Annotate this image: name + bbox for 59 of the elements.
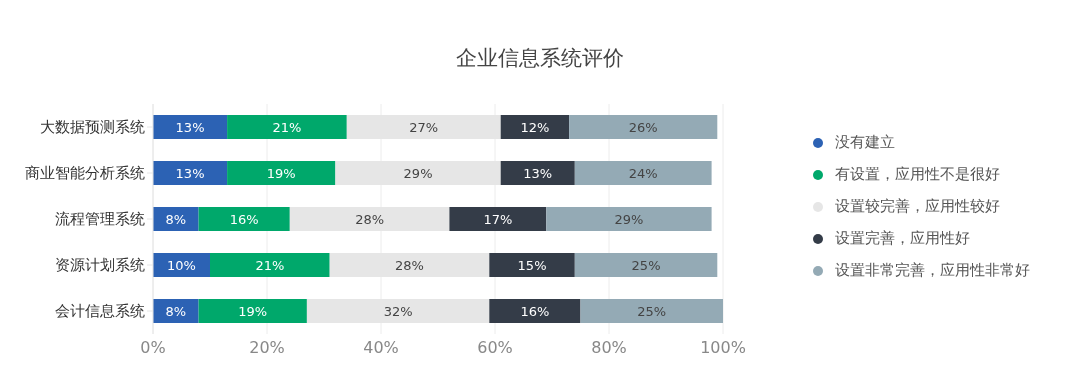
data-label: 8% — [165, 211, 187, 227]
data-label: 24% — [628, 165, 658, 181]
bar — [227, 115, 347, 139]
data-label: 26% — [628, 119, 658, 135]
data-label: 13% — [175, 119, 205, 135]
y-tick-label: 会计信息系统 — [55, 302, 145, 321]
bar — [569, 115, 718, 139]
y-tick-label: 资源计划系统 — [55, 256, 145, 275]
data-label: 25% — [631, 257, 661, 273]
data-label: 8% — [165, 303, 187, 319]
bar — [153, 115, 228, 139]
data-label: 27% — [409, 119, 439, 135]
bar — [574, 161, 712, 185]
bar — [500, 115, 570, 139]
data-label: 13% — [175, 165, 205, 181]
data-label: 16% — [520, 303, 550, 319]
data-label: 19% — [238, 303, 268, 319]
data-label: 25% — [637, 303, 667, 319]
bar — [574, 253, 718, 277]
data-label: 29% — [614, 211, 644, 227]
chart-title: 企业信息系统评价 — [455, 45, 625, 72]
y-tick-label: 大数据预测系统 — [40, 118, 145, 137]
legend-label: 有设置，应用性不是很好 — [835, 165, 1000, 183]
bar — [489, 299, 581, 323]
legend-label: 设置完善，应用性好 — [835, 229, 970, 247]
x-tick-label: 60% — [477, 338, 513, 358]
x-tick-label: 80% — [591, 338, 627, 358]
bar — [198, 207, 290, 231]
data-label: 21% — [255, 257, 285, 273]
bar — [449, 207, 547, 231]
x-tick-label: 40% — [363, 338, 399, 358]
x-tick-label: 0% — [140, 338, 166, 358]
data-label: 10% — [167, 257, 196, 273]
bar — [153, 161, 228, 185]
legend-label: 设置较完善，应用性较好 — [835, 197, 1000, 215]
bar — [198, 299, 307, 323]
bar — [210, 253, 330, 277]
data-label: 17% — [483, 211, 513, 227]
data-label: 12% — [520, 119, 550, 135]
data-label: 32% — [383, 303, 413, 319]
y-tick-label: 流程管理系统 — [55, 210, 145, 229]
legend-label: 设置非常完善，应用性非常好 — [835, 261, 1030, 279]
data-label: 28% — [355, 211, 385, 227]
legend-label: 没有建立 — [835, 133, 895, 151]
data-label: 15% — [517, 257, 547, 273]
bar — [489, 253, 575, 277]
data-label: 28% — [395, 257, 424, 273]
bar — [546, 207, 712, 231]
data-label: 13% — [523, 165, 553, 181]
bar — [500, 161, 575, 185]
x-tick-label: 20% — [249, 338, 285, 358]
bar — [580, 299, 723, 323]
data-label: 19% — [266, 165, 296, 181]
bar — [227, 161, 336, 185]
data-label: 16% — [229, 211, 259, 227]
x-tick-label: 100% — [700, 338, 746, 358]
data-label: 29% — [403, 165, 433, 181]
data-label: 21% — [272, 119, 302, 135]
y-tick-label: 商业智能分析系统 — [25, 164, 145, 183]
